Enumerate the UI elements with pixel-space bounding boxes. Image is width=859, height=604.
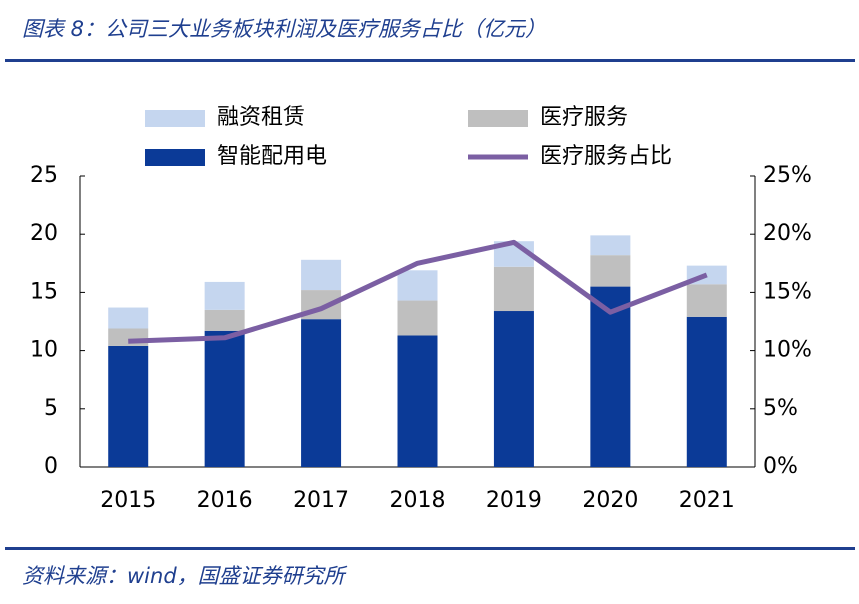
bar <box>301 319 342 467</box>
bar <box>108 328 149 346</box>
bar <box>397 300 438 336</box>
bar <box>686 284 727 317</box>
y2-tick-label: 10% <box>763 338 812 363</box>
bar <box>590 235 631 256</box>
y2-tick-label: 15% <box>763 279 812 304</box>
y2-tick-label: 5% <box>763 396 798 421</box>
x-tick-label: 2018 <box>390 488 446 513</box>
legend-swatch <box>145 149 205 166</box>
y-tick-label: 0 <box>44 454 58 479</box>
legend-label: 融资租赁 <box>217 105 305 130</box>
bar <box>301 259 342 291</box>
line <box>128 239 708 344</box>
x-tick-label: 2021 <box>679 488 735 513</box>
y-tick-label: 10 <box>30 338 58 363</box>
legend-swatch <box>145 110 205 127</box>
bar <box>590 286 631 467</box>
bar <box>686 316 727 467</box>
chart-title: 图表 8：公司三大业务板块利润及医疗服务占比（亿元） <box>22 17 546 41</box>
x-tick-label: 2019 <box>486 488 542 513</box>
y2-tick-label: 0% <box>763 454 798 479</box>
x-tick-label: 2017 <box>293 488 349 513</box>
bar <box>108 307 149 329</box>
x-tick-label: 2015 <box>100 488 156 513</box>
y-tick-label: 20 <box>30 221 58 246</box>
y-tick-label: 15 <box>30 279 58 304</box>
y2-tick-label: 25% <box>763 163 812 188</box>
x-tick-label: 2016 <box>197 488 253 513</box>
y2-tick-label: 20% <box>763 221 812 246</box>
bar <box>397 270 438 301</box>
bottom-rule <box>5 547 855 550</box>
bar <box>493 311 534 467</box>
bar <box>590 255 631 287</box>
y-tick-label: 5 <box>44 396 58 421</box>
legend-swatch <box>468 110 528 127</box>
legend-label: 医疗服务占比 <box>540 144 672 169</box>
bar <box>204 330 245 467</box>
y-tick-label: 25 <box>30 163 58 188</box>
legend-label: 医疗服务 <box>540 105 628 130</box>
bar <box>204 281 245 310</box>
legend-label: 智能配用电 <box>217 144 327 169</box>
source: 资料来源：wind，国盛证券研究所 <box>22 564 348 588</box>
top-rule <box>5 59 855 62</box>
bar <box>204 309 245 331</box>
bar <box>397 335 438 467</box>
x-tick-label: 2020 <box>582 488 638 513</box>
bar <box>108 345 149 467</box>
bar <box>493 266 534 312</box>
